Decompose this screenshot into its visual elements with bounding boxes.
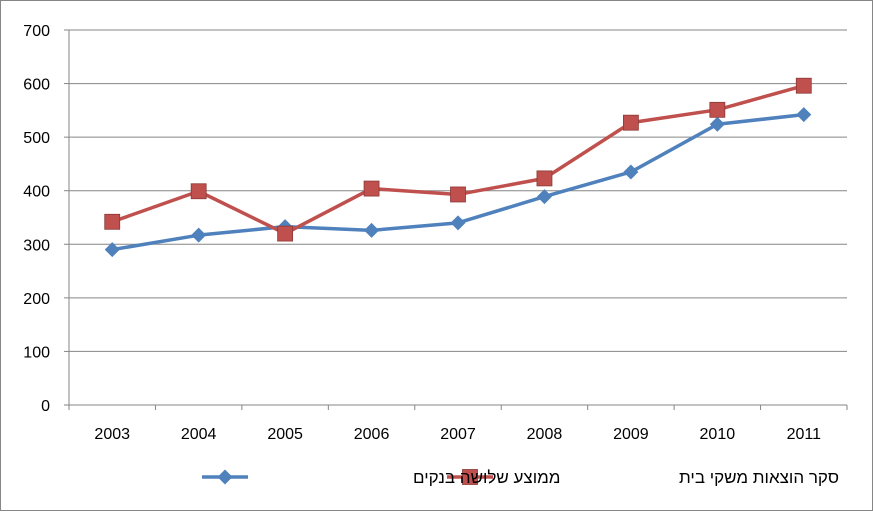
legend: סקר הוצאות משקי בית ממוצע שלושה בנקים xyxy=(202,468,839,487)
data-point-1-2004 xyxy=(190,183,207,200)
y-tick-label: 500 xyxy=(23,130,50,147)
legend-marker xyxy=(217,469,233,485)
data-point-0-2007 xyxy=(450,215,466,231)
data-point-0-2011 xyxy=(796,107,812,123)
y-tick-label: 100 xyxy=(23,344,50,361)
axes: 0 100 200 300 400 500 600 700 2003 2004 2005 2006 20… xyxy=(23,23,848,443)
data-point-0-2010 xyxy=(709,116,725,132)
y-tick-label: 300 xyxy=(23,237,50,254)
legend-label: סקר הוצאות משקי בית xyxy=(679,468,839,487)
y-tick-label: 0 xyxy=(41,398,50,415)
data-point-1-2010 xyxy=(709,101,726,118)
x-tick-label: 2007 xyxy=(440,426,476,443)
x-tick-label: 2004 xyxy=(181,426,217,443)
series-0 xyxy=(104,107,812,258)
series-line-1 xyxy=(110,83,806,236)
data-point-0-2004 xyxy=(191,227,207,243)
x-tick-label: 2003 xyxy=(94,426,130,443)
data-point-0-2003 xyxy=(104,242,120,258)
y-tick-label: 700 xyxy=(23,23,50,40)
legend-label: ממוצע שלושה בנקים xyxy=(413,468,560,487)
x-tick-label: 2011 xyxy=(787,426,822,443)
series xyxy=(104,77,812,258)
x-tick-label: 2006 xyxy=(354,426,390,443)
data-point-1-2007 xyxy=(450,186,466,203)
series-1 xyxy=(104,77,812,242)
data-point-0-2006 xyxy=(364,222,380,238)
x-tick-label: 2005 xyxy=(267,426,303,443)
data-point-0-2008 xyxy=(536,189,552,205)
data-point-1-2011 xyxy=(795,77,812,94)
legend-entry-0: ממוצע שלושה בנקים xyxy=(202,468,560,487)
data-point-1-2006 xyxy=(363,180,380,197)
y-tick-label: 200 xyxy=(23,291,50,308)
legend-entry-1: סקר הוצאות משקי בית xyxy=(447,468,839,487)
data-point-1-2005 xyxy=(277,225,294,242)
data-point-1-2009 xyxy=(622,114,639,131)
y-tick-label: 600 xyxy=(23,77,50,94)
data-point-1-2008 xyxy=(536,170,553,187)
y-tick-label: 400 xyxy=(23,184,50,201)
data-point-0-2009 xyxy=(623,164,639,180)
x-tick-label: 2009 xyxy=(613,426,649,443)
legend-marker xyxy=(462,469,478,485)
x-tick-label: 2010 xyxy=(700,426,736,443)
x-tick-label: 2008 xyxy=(527,426,563,443)
data-point-1-2003 xyxy=(104,213,121,230)
